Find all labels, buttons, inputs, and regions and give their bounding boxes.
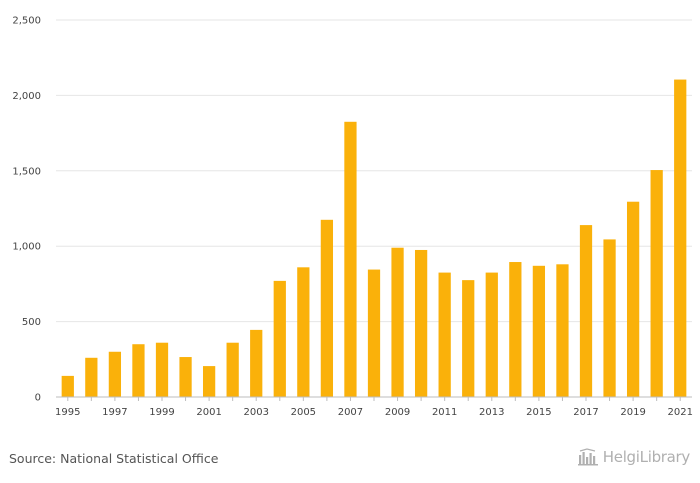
- source-note: Source: National Statistical Office: [9, 451, 219, 466]
- bar-2011: [438, 272, 451, 397]
- x-tick-label: 2017: [573, 407, 598, 418]
- x-axis: [56, 396, 692, 401]
- brand-watermark: HelgiLibrary: [577, 448, 691, 466]
- bar-2001: [202, 366, 216, 397]
- bar-2006: [320, 219, 334, 397]
- x-tick-label: 2001: [196, 407, 221, 418]
- bar-2021: [674, 79, 687, 397]
- bar-1996: [85, 357, 98, 397]
- y-tick-label: 500: [22, 317, 41, 328]
- bar-2017: [579, 225, 593, 397]
- x-tick-label: 2011: [432, 407, 457, 418]
- y-tick-label: 2,000: [12, 91, 41, 102]
- bar-2004: [273, 280, 286, 397]
- bar-2014: [509, 262, 522, 397]
- y-axis-tick-labels: 0 500 1,000 1,500 2,000 2,500: [12, 16, 41, 404]
- bars: [61, 79, 687, 397]
- brand-name: HelgiLibrary: [602, 448, 691, 466]
- x-tick-label: 2009: [385, 407, 410, 418]
- bar-2019: [626, 201, 640, 397]
- x-tick-label: 1997: [102, 407, 127, 418]
- x-tick-label: 2019: [620, 407, 645, 418]
- x-tick-label: 2005: [291, 407, 316, 418]
- x-tick-label: 2013: [479, 407, 504, 418]
- x-tick-label: 1999: [149, 407, 174, 418]
- x-tick-label: 2015: [526, 407, 551, 418]
- bar-2015: [532, 265, 546, 397]
- bar-2018: [603, 239, 616, 397]
- x-axis-tick-labels: 1995 1997 1999 2001 2003 2005 2007 2009 2011 2013…: [55, 407, 693, 418]
- x-tick-label: 2021: [667, 407, 692, 418]
- y-tick-label: 2,500: [12, 16, 41, 27]
- bar-2009: [391, 247, 404, 397]
- bar-2003: [250, 329, 263, 397]
- bar-1995: [61, 375, 74, 397]
- bar-2005: [297, 267, 310, 397]
- x-tick-label: 2007: [338, 407, 363, 418]
- x-tick-label: 2003: [243, 407, 268, 418]
- helgi-library-logo-icon: [577, 448, 598, 466]
- y-tick-label: 1,000: [12, 242, 41, 253]
- y-tick-label: 0: [35, 393, 41, 404]
- bar-2010: [414, 249, 428, 397]
- bar-2007: [344, 121, 357, 397]
- bar-chart: 0 500 1,000 1,500 2,000 2,500 1995 1997 1999 200…: [12, 16, 693, 419]
- bar-1997: [108, 351, 122, 397]
- bar-2000: [179, 357, 192, 397]
- bar-2013: [485, 272, 498, 397]
- bar-2016: [556, 264, 569, 397]
- bar-1999: [155, 342, 169, 397]
- bar-2002: [226, 342, 239, 397]
- y-tick-label: 1,500: [12, 166, 41, 177]
- bar-2008: [367, 269, 381, 397]
- bar-2012: [462, 280, 475, 397]
- x-tick-label: 1995: [55, 407, 80, 418]
- bar-1998: [132, 344, 145, 397]
- bar-2020: [650, 170, 663, 397]
